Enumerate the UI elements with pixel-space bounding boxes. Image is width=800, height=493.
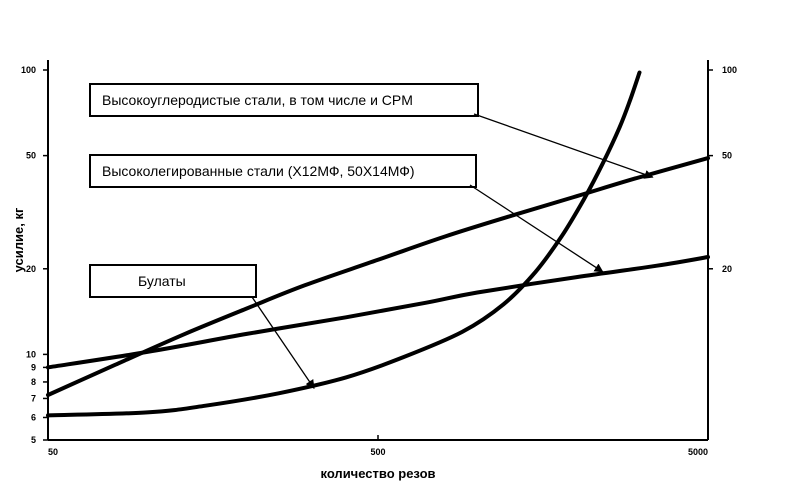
callout-label: Высоколегированные стали (Х12МФ, 50Х14МФ… (102, 163, 415, 179)
series-line-high-alloy (46, 255, 710, 370)
callout-box (89, 83, 479, 117)
y-left-tick-label: 7 (31, 393, 36, 403)
x-tick-label: 500 (370, 447, 385, 457)
y-axis-left-ticks: 100 50 20 10 9 8 7 6 5 (21, 65, 48, 445)
y-left-tick-label: 10 (26, 349, 36, 359)
y-left-tick-label: 100 (21, 65, 36, 75)
x-tick-label: 5000 (688, 447, 708, 457)
y-left-tick-label: 6 (31, 412, 36, 422)
y-axis-right-ticks: 100 50 20 (708, 65, 737, 274)
callout-arrow (473, 113, 654, 179)
x-axis-ticks: 50 500 5000 (47, 435, 709, 457)
callouts: Высокоуглеродистые стали, в том числе и … (89, 83, 654, 390)
series-line-high-carbon (46, 156, 710, 397)
callout-2: Высоколегированные стали (Х12МФ, 50Х14МФ… (89, 154, 604, 273)
series-line-bulat (46, 70, 642, 418)
callout-3: Булаты (89, 264, 315, 390)
y-right-tick-label: 20 (722, 264, 732, 274)
x-axis-title: количество резов (320, 466, 435, 481)
callout-label: Булаты (138, 273, 186, 289)
callout-label: Высокоуглеродистые стали, в том числе и … (102, 92, 413, 108)
y-left-tick-label: 8 (31, 377, 36, 387)
y-left-tick-label: 50 (26, 151, 36, 161)
y-left-tick-label: 5 (31, 435, 36, 445)
y-right-tick-label: 100 (722, 65, 737, 75)
callout-box (89, 154, 477, 188)
y-right-tick-label: 50 (722, 151, 732, 161)
callout-1: Высокоуглеродистые стали, в том числе и … (89, 83, 654, 179)
callout-arrow (251, 296, 315, 390)
y-axis-title: усилие, кг (11, 207, 26, 272)
series-lines (46, 70, 710, 418)
x-tick-label: 50 (48, 447, 58, 457)
y-left-tick-label: 9 (31, 362, 36, 372)
callout-arrow (469, 184, 604, 273)
y-left-tick-label: 20 (26, 264, 36, 274)
callout-box (89, 264, 257, 298)
